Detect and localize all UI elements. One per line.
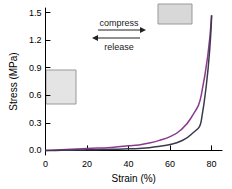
- svg-text:Strain (%): Strain (%): [111, 173, 155, 184]
- svg-text:0.6: 0.6: [29, 90, 42, 100]
- svg-text:1.5: 1.5: [29, 8, 42, 18]
- svg-text:compress: compress: [99, 18, 139, 28]
- svg-text:60: 60: [165, 159, 175, 169]
- svg-text:40: 40: [124, 159, 134, 169]
- svg-text:0: 0: [43, 159, 48, 169]
- svg-text:1.2: 1.2: [29, 35, 42, 45]
- svg-text:release: release: [104, 42, 134, 52]
- svg-text:0.0: 0.0: [29, 145, 42, 155]
- svg-text:20: 20: [82, 159, 92, 169]
- svg-text:0.3: 0.3: [29, 118, 42, 128]
- svg-text:Stress (MPa): Stress (MPa): [8, 52, 19, 110]
- svg-text:80: 80: [207, 159, 217, 169]
- svg-text:0.9: 0.9: [29, 63, 42, 73]
